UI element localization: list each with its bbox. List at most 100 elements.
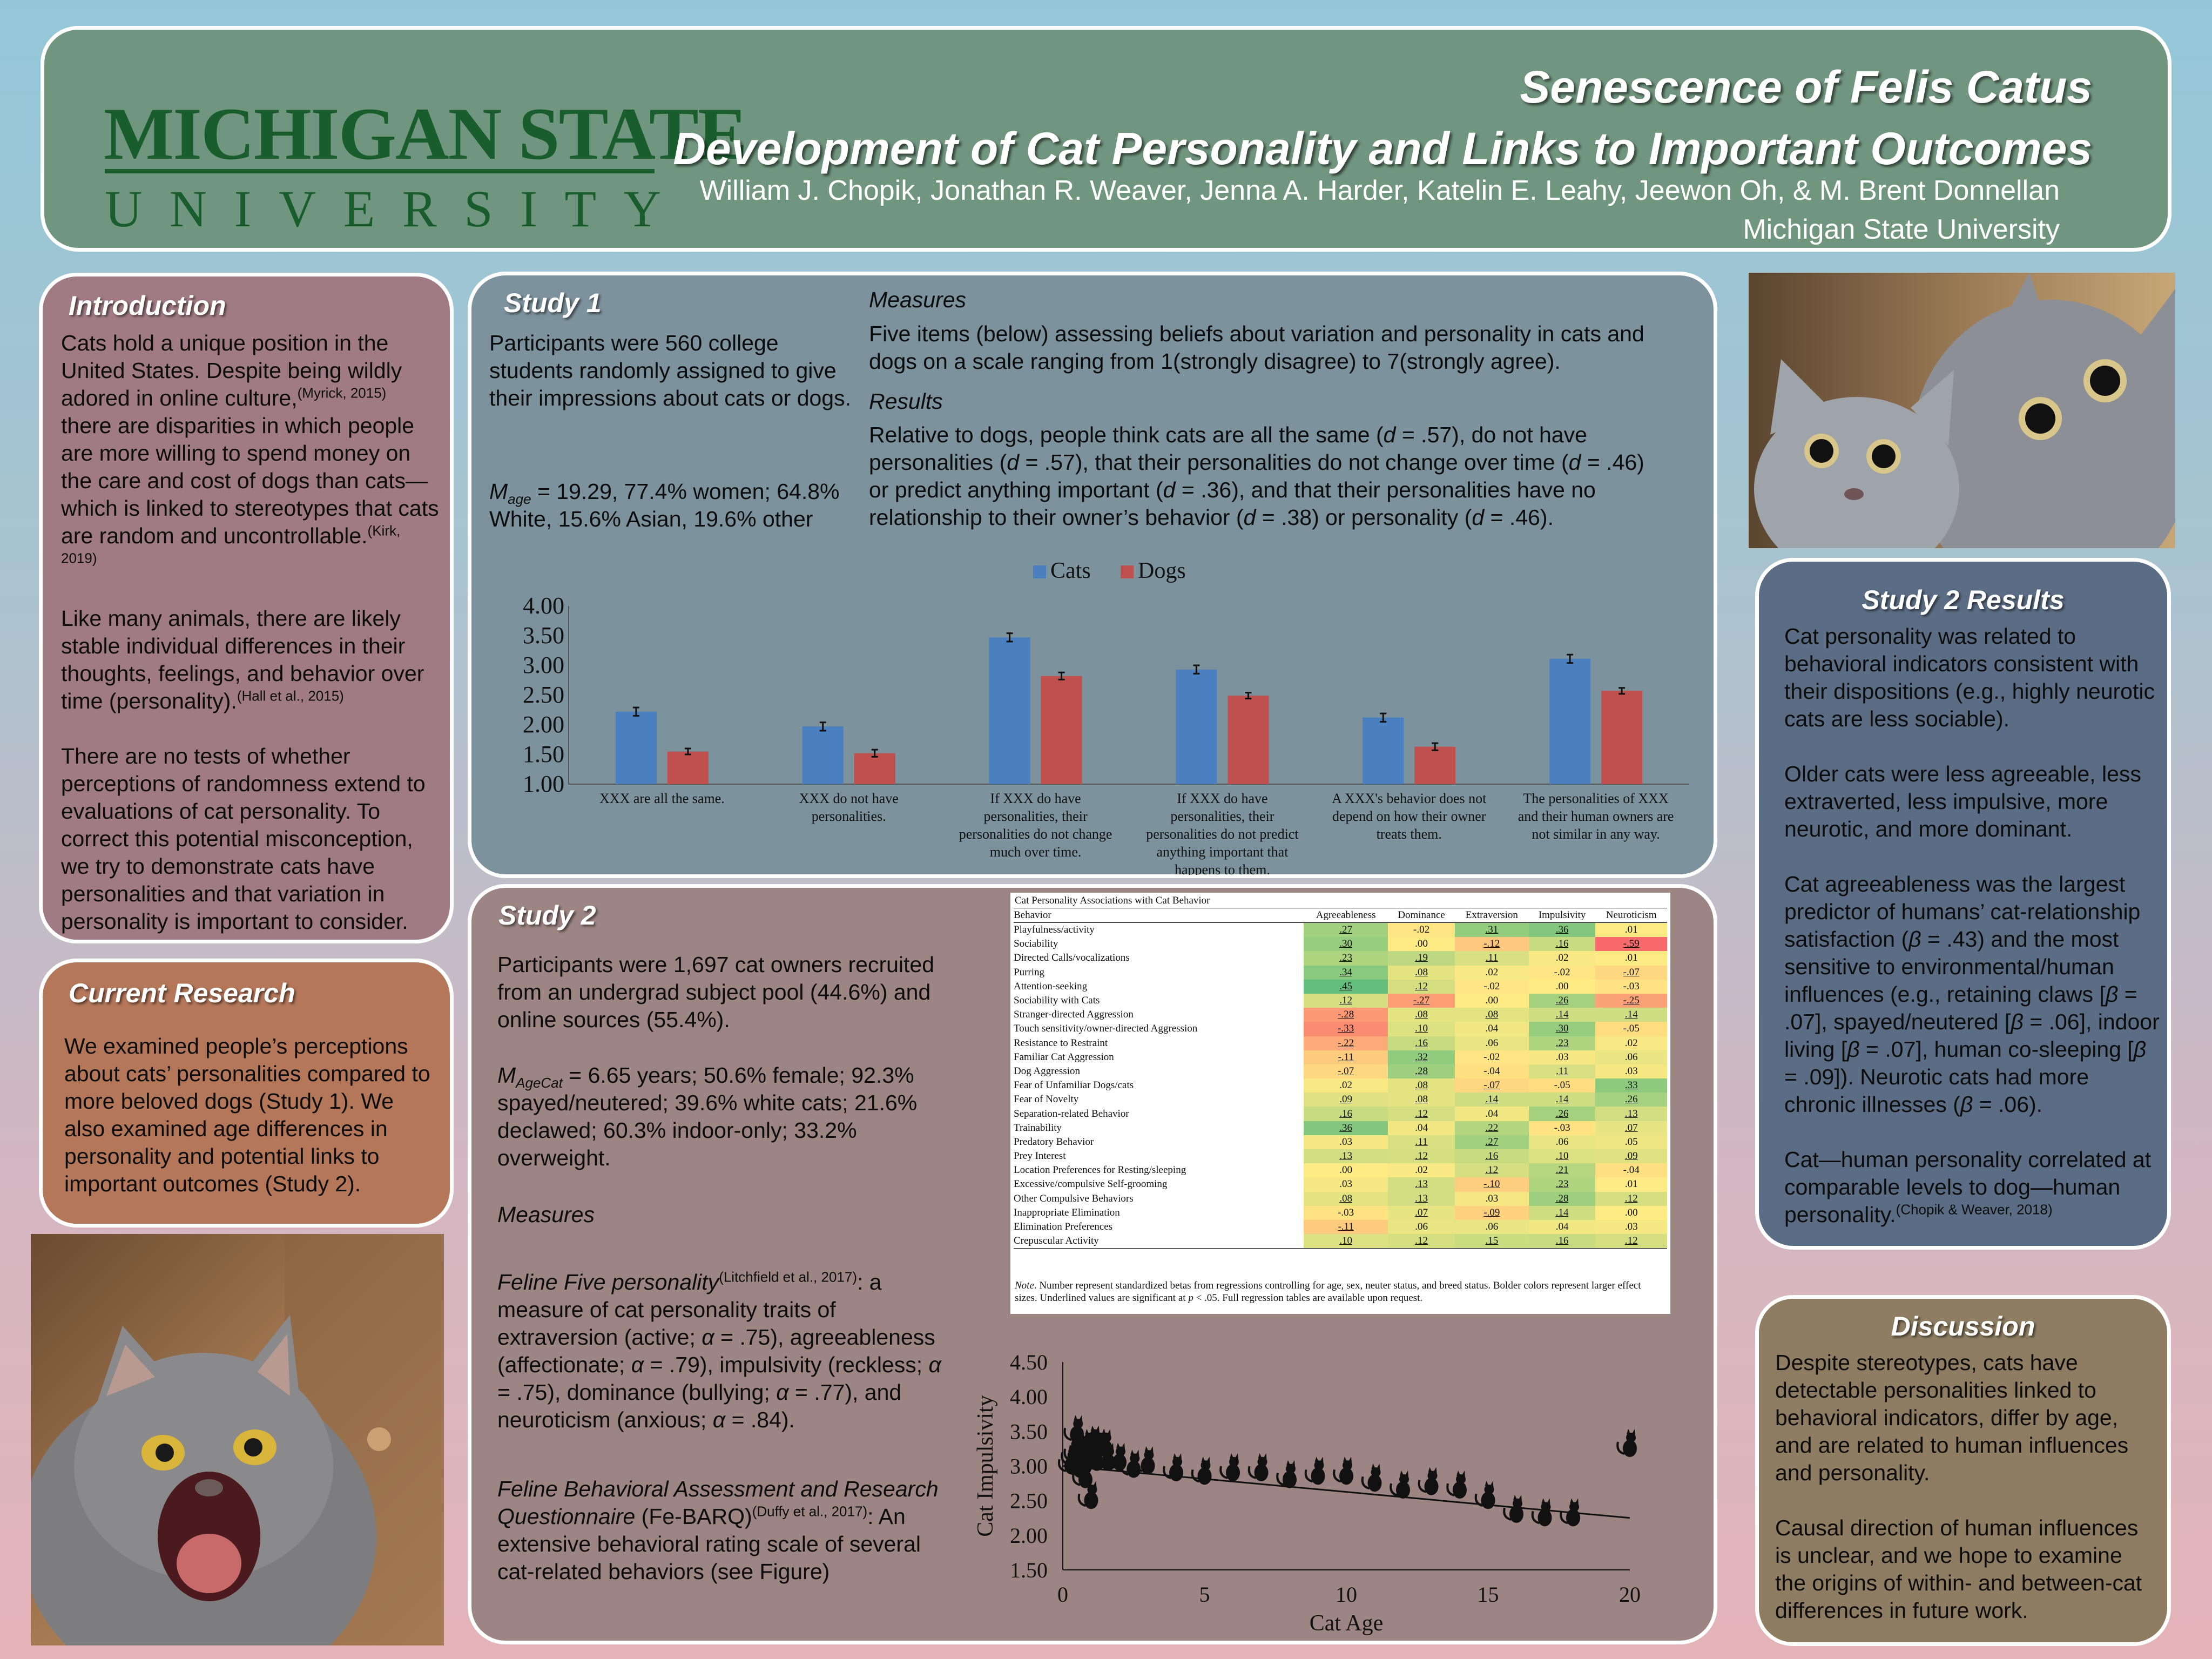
- beta-value-cell: .16: [1304, 1107, 1388, 1121]
- y-tick-label: 3.50: [1010, 1419, 1048, 1444]
- cat-head-shape: [1087, 1485, 1097, 1495]
- x-category-label: depend on how their owner: [1332, 808, 1486, 824]
- cat-head-shape: [1343, 1460, 1352, 1471]
- beta-value-cell: .08: [1454, 1008, 1529, 1022]
- cat-tail-shape: [1063, 1448, 1072, 1462]
- cat-tail-shape: [1072, 1473, 1081, 1486]
- cat-body-shape: [1339, 1467, 1353, 1485]
- beta-value-cell: .26: [1595, 1092, 1667, 1107]
- behavior-name-cell: Familiar Cat Aggression: [1014, 1051, 1114, 1063]
- x-category-label: personalities, their: [984, 808, 1088, 824]
- cat-body-shape: [1283, 1471, 1297, 1488]
- beta-value-cell: -.07: [1304, 1064, 1388, 1079]
- beta-value-cell: .01: [1595, 1177, 1667, 1192]
- cat-body-shape: [1367, 1474, 1382, 1492]
- cat-head-shape: [1286, 1464, 1296, 1474]
- x-category-label: If XXX do have: [990, 791, 1081, 806]
- bar-dogs: [854, 753, 895, 784]
- table-row: Trainability .36.04.22 -.03.07: [1014, 1121, 1667, 1135]
- cat-ear-shape: [1292, 1460, 1295, 1467]
- beta-value-cell: -.07: [1595, 965, 1667, 980]
- introduction-title: Introduction: [69, 291, 226, 321]
- cat-tail-shape: [1072, 1455, 1081, 1469]
- cat-head-shape: [1399, 1474, 1409, 1484]
- y-tick-label: 2.50: [1010, 1489, 1048, 1513]
- y-tick-label: 2.00: [523, 711, 564, 738]
- cat-ear-shape: [1230, 1453, 1233, 1459]
- x-tick-label: 20: [1619, 1582, 1641, 1607]
- beta-value-cell: .14: [1454, 1092, 1529, 1107]
- x-category-label: personalities, their: [1170, 808, 1274, 824]
- cat-ear-shape: [1541, 1498, 1546, 1504]
- cat-silhouette-point: [1163, 1453, 1183, 1481]
- cat-ear-shape: [1433, 1467, 1437, 1474]
- cat-ear-shape: [1088, 1481, 1092, 1487]
- cat-body-shape: [1169, 1464, 1183, 1481]
- current-research-panel: Current Research We examined people’s pe…: [39, 959, 454, 1228]
- cat-tail-shape: [1134, 1459, 1143, 1473]
- behavior-name-cell: Trainability: [1014, 1122, 1062, 1134]
- two-gray-cats-photo: [1749, 273, 2175, 548]
- cat-head-shape: [1201, 1460, 1211, 1471]
- msu-logo-letter: S: [464, 180, 493, 238]
- cat-tail-shape: [1333, 1469, 1341, 1483]
- behavior-name-cell: Excessive/compulsive Self-grooming: [1014, 1178, 1168, 1190]
- cat-head-shape: [1456, 1474, 1466, 1484]
- beta-value-cell: -.25: [1595, 993, 1667, 1008]
- beta-value-cell: .11: [1388, 1135, 1455, 1149]
- behavior-name-cell: Separation-related Behavior: [1014, 1108, 1129, 1120]
- cat-silhouette-point: [1418, 1467, 1439, 1495]
- table-row: Predatory Behavior .03.11.27.06.05: [1014, 1135, 1667, 1149]
- cat-body-shape: [1396, 1481, 1410, 1499]
- behavior-name-cell: Predatory Behavior: [1014, 1136, 1094, 1148]
- beta-value-cell: -.03: [1528, 1121, 1596, 1135]
- table-row: Directed Calls/vocalizations .23.19.11.02…: [1014, 951, 1667, 966]
- behavior-association-table: Behavior Agreeableness Dominance Extraversi…: [1014, 908, 1667, 1249]
- x-tick-label: 10: [1336, 1582, 1357, 1607]
- cat-ear-shape: [1428, 1467, 1432, 1473]
- cat-body-shape: [1509, 1505, 1523, 1523]
- beta-value-cell: .04: [1388, 1121, 1455, 1135]
- cat-tail-shape: [1616, 1441, 1625, 1455]
- discussion-text: Despite stereotypes, cats have detectabl…: [1775, 1350, 2142, 1623]
- cat-tail-shape: [1247, 1466, 1257, 1479]
- behavior-name-cell: Playfulness/activity: [1014, 924, 1095, 936]
- cat-ear-shape: [1400, 1471, 1404, 1476]
- msu-logo-letter: I: [234, 180, 252, 238]
- beta-value-cell: .12: [1454, 1163, 1529, 1178]
- cat-silhouette-point: [1120, 1449, 1141, 1478]
- behavior-name-cell: Elimination Preferences: [1014, 1221, 1113, 1233]
- beta-value-cell: .23: [1528, 1036, 1596, 1050]
- cat-head-shape: [1073, 1419, 1083, 1429]
- behavior-name-cell: Dog Aggression: [1014, 1065, 1080, 1077]
- behavior-name-cell: Purring: [1014, 966, 1044, 978]
- affiliation: Michigan State University: [1743, 214, 2060, 245]
- table-title: Cat Personality Associations with Cat Be…: [1015, 895, 1210, 906]
- y-tick-label: 4.50: [1010, 1350, 1048, 1374]
- discussion-panel: Discussion Despite stereotypes, cats hav…: [1755, 1295, 2171, 1646]
- cat-ear-shape: [1405, 1471, 1408, 1477]
- behavior-name-cell: Location Preferences for Resting/sleepin…: [1014, 1164, 1186, 1176]
- cat-tail-shape: [1276, 1473, 1285, 1486]
- x-tick-label: 5: [1199, 1582, 1210, 1607]
- study1-participants: Participants were 560 college students r…: [489, 331, 851, 410]
- bar-dogs: [1228, 696, 1269, 784]
- beta-value-cell: .31: [1454, 922, 1529, 938]
- beta-value-cell: .11: [1454, 951, 1529, 966]
- surprised-cat-photo: [31, 1234, 444, 1645]
- cat-head-shape: [1116, 1446, 1125, 1456]
- beta-value-cell: .36: [1304, 1121, 1388, 1135]
- beta-value-cell: -.02: [1388, 922, 1455, 938]
- msu-logo-letter: I: [520, 180, 538, 238]
- study2-participants: Participants were 1,697 cat owners recru…: [497, 952, 935, 1032]
- msu-logo-letter: N: [169, 180, 207, 238]
- beta-value-cell: -.09: [1454, 1205, 1529, 1220]
- y-tick-label: 1.00: [523, 771, 564, 797]
- beta-value-cell: .08: [1388, 1078, 1455, 1093]
- table-row: Excessive/compulsive Self-grooming .03.13…: [1014, 1177, 1667, 1192]
- cat-head-shape: [1314, 1460, 1324, 1471]
- cat-tail-shape: [1163, 1466, 1171, 1479]
- behavior-name-cell: Fear of Unfamiliar Dogs/cats: [1014, 1080, 1134, 1091]
- cat-ear-shape: [1074, 1415, 1078, 1421]
